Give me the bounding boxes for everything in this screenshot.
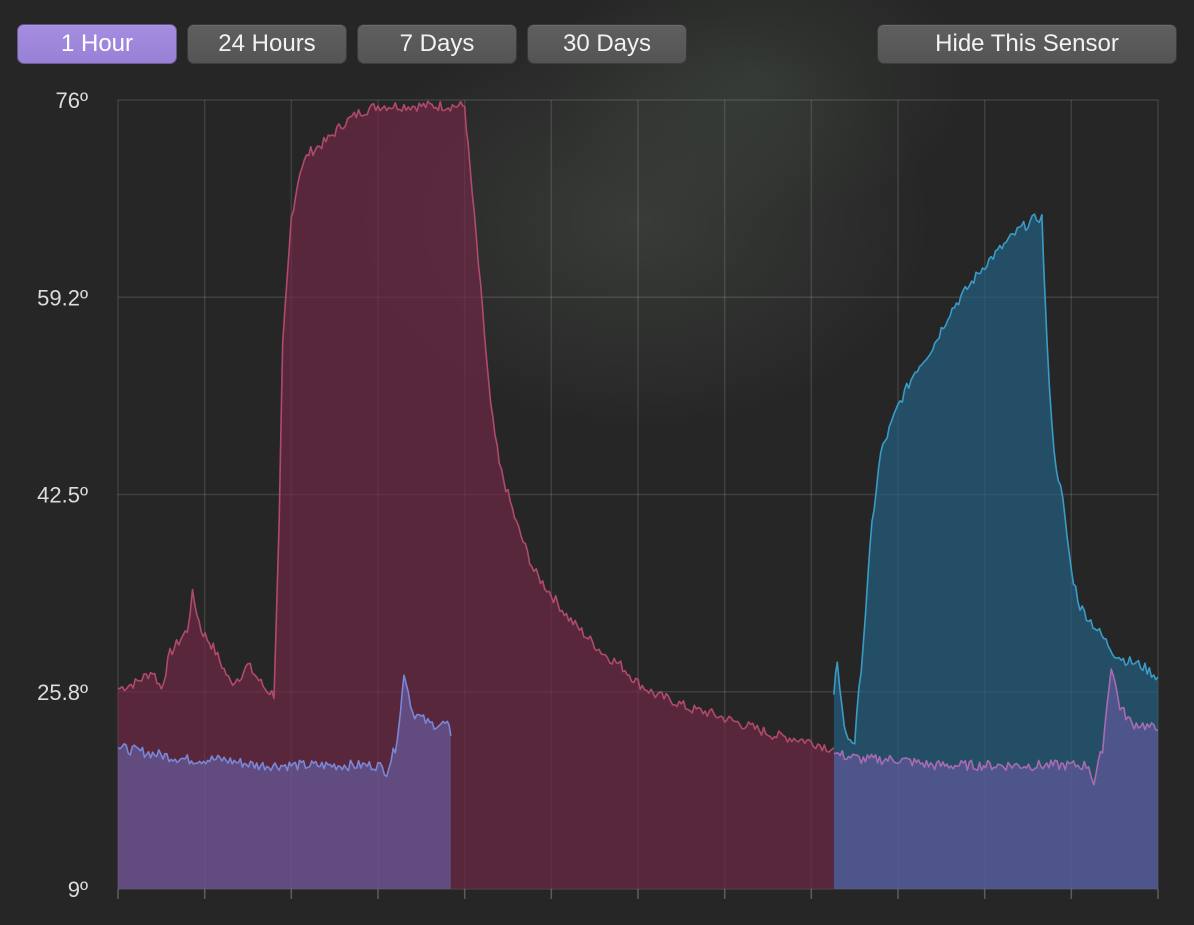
y-axis-tick-label: 9º bbox=[68, 877, 88, 902]
series-red-line bbox=[117, 100, 835, 753]
y-axis-tick-label: 59.2º bbox=[37, 285, 88, 310]
range-button-30-days[interactable]: 30 Days bbox=[527, 24, 687, 64]
series-purple-area bbox=[118, 675, 451, 889]
y-axis-tick-label: 25.8º bbox=[37, 680, 88, 705]
series-red-area bbox=[118, 101, 834, 890]
sensor-temperature-chart: 76º 59.2º 42.5º 25.8º 9º bbox=[37, 88, 1159, 902]
hide-sensor-button[interactable]: Hide This Sensor bbox=[877, 24, 1177, 64]
chart-axes: 76º 59.2º 42.5º 25.8º 9º bbox=[37, 88, 1159, 902]
chart-series bbox=[117, 100, 1159, 890]
series-purple-line bbox=[117, 674, 452, 778]
range-button-24-hours[interactable]: 24 Hours bbox=[187, 24, 347, 64]
y-axis-tick-label: 42.5º bbox=[37, 483, 88, 508]
range-button-7-days[interactable]: 7 Days bbox=[357, 24, 517, 64]
series-blue-area bbox=[833, 214, 1158, 890]
y-axis-tick-label: 76º bbox=[55, 88, 88, 113]
time-range-toolbar: 1 Hour 24 Hours 7 Days 30 Days Hide This… bbox=[0, 0, 1194, 80]
series-pink-line bbox=[833, 668, 1158, 786]
range-button-1-hour[interactable]: 1 Hour bbox=[17, 24, 177, 64]
series-blue-line bbox=[833, 213, 1159, 745]
series-pink-area bbox=[833, 669, 1158, 889]
